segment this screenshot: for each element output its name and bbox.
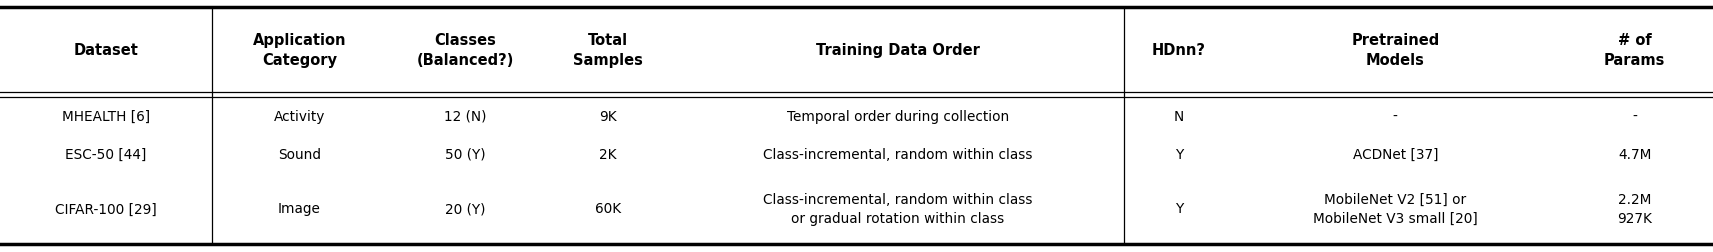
- Text: 12 (N): 12 (N): [444, 109, 486, 123]
- Text: Class-incremental, random within class
or gradual rotation within class: Class-incremental, random within class o…: [764, 192, 1033, 225]
- Text: Y: Y: [1175, 202, 1184, 216]
- Text: Classes
(Balanced?): Classes (Balanced?): [416, 33, 514, 68]
- Text: Pretrained
Models: Pretrained Models: [1352, 33, 1439, 68]
- Text: MobileNet V2 [51] or
MobileNet V3 small [20]: MobileNet V2 [51] or MobileNet V3 small …: [1312, 192, 1478, 225]
- Text: 50 (Y): 50 (Y): [445, 147, 485, 161]
- Text: HDnn?: HDnn?: [1151, 43, 1206, 58]
- Text: # of
Params: # of Params: [1603, 33, 1665, 68]
- Text: Application
Category: Application Category: [252, 33, 346, 68]
- Text: Y: Y: [1175, 147, 1184, 161]
- Text: Dataset: Dataset: [74, 43, 139, 58]
- Text: 60K: 60K: [594, 202, 620, 216]
- Text: Activity: Activity: [274, 109, 325, 123]
- Text: N: N: [1173, 109, 1184, 123]
- Text: 2.2M
927K: 2.2M 927K: [1617, 192, 1651, 225]
- Text: Training Data Order: Training Data Order: [815, 43, 980, 58]
- Text: 20 (Y): 20 (Y): [445, 202, 485, 216]
- Text: Class-incremental, random within class: Class-incremental, random within class: [764, 147, 1033, 161]
- Text: 9K: 9K: [600, 109, 617, 123]
- Text: -: -: [1632, 109, 1638, 123]
- Text: ACDNet [37]: ACDNet [37]: [1353, 147, 1437, 161]
- Text: Total
Samples: Total Samples: [572, 33, 642, 68]
- Text: ESC-50 [44]: ESC-50 [44]: [65, 147, 147, 161]
- Text: CIFAR-100 [29]: CIFAR-100 [29]: [55, 202, 158, 216]
- Text: Image: Image: [278, 202, 320, 216]
- Text: 4.7M: 4.7M: [1619, 147, 1651, 161]
- Text: -: -: [1393, 109, 1398, 123]
- Text: Temporal order during collection: Temporal order during collection: [786, 109, 1009, 123]
- Text: MHEALTH [6]: MHEALTH [6]: [62, 109, 151, 123]
- Text: Sound: Sound: [278, 147, 320, 161]
- Text: 2K: 2K: [600, 147, 617, 161]
